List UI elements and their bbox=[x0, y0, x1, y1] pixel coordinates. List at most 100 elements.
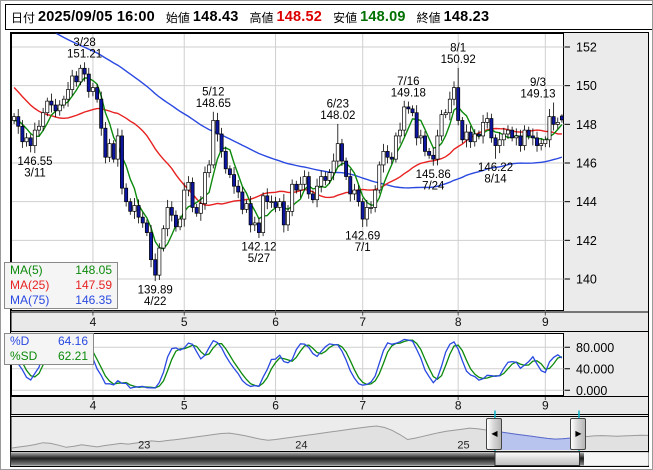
annotation-text: 149.13 bbox=[520, 88, 555, 100]
close-label: 終値 bbox=[416, 10, 441, 25]
close-value: 148.23 bbox=[443, 9, 490, 25]
annotation-text: 145.86 bbox=[416, 169, 451, 181]
candle bbox=[99, 98, 104, 129]
candle bbox=[360, 201, 365, 220]
candle bbox=[136, 205, 141, 218]
candle bbox=[223, 151, 228, 170]
candle bbox=[522, 129, 527, 146]
candle bbox=[194, 207, 199, 214]
candle bbox=[410, 108, 415, 114]
candle bbox=[443, 112, 448, 116]
price-tick-label: 142 bbox=[576, 234, 597, 248]
candle bbox=[232, 174, 236, 187]
high-label: 高値 bbox=[249, 10, 274, 25]
candle bbox=[493, 137, 498, 146]
price-axis-labels: 152 150 148 146 144 142 140 bbox=[564, 41, 597, 287]
annotation-text: 4/22 bbox=[144, 296, 166, 308]
candle bbox=[327, 172, 332, 181]
price-tick-label: 150 bbox=[576, 79, 597, 93]
candle bbox=[489, 118, 494, 139]
stochastic-lines bbox=[13, 338, 563, 389]
candle bbox=[120, 135, 124, 189]
candle bbox=[273, 201, 278, 208]
candle bbox=[286, 210, 290, 226]
month-label: 5 bbox=[181, 399, 188, 413]
scrollbar[interactable] bbox=[11, 451, 584, 466]
month-label: 4 bbox=[90, 399, 97, 413]
candle bbox=[149, 232, 153, 261]
annotation-text: 8/1 bbox=[450, 42, 466, 54]
month-label: 6 bbox=[272, 315, 279, 329]
candle bbox=[340, 143, 344, 162]
candle bbox=[252, 222, 257, 226]
candle bbox=[240, 191, 245, 210]
percent-sd-line bbox=[13, 339, 563, 389]
candle bbox=[559, 115, 564, 121]
month-label: 7 bbox=[359, 315, 366, 329]
candle bbox=[439, 114, 444, 137]
price-tick-label: 146 bbox=[576, 157, 597, 171]
low-value: 148.09 bbox=[360, 9, 406, 25]
month-label: 4 bbox=[90, 315, 97, 329]
candle bbox=[261, 195, 266, 233]
candle bbox=[211, 120, 216, 166]
candle bbox=[82, 67, 87, 75]
candle bbox=[352, 189, 357, 195]
annotation-text: 7/16 bbox=[397, 76, 419, 88]
percent-sd-value: 62.21 bbox=[57, 349, 88, 363]
candle bbox=[24, 137, 29, 143]
annotation-text: 139.89 bbox=[138, 285, 173, 297]
candle bbox=[124, 187, 129, 203]
candle bbox=[12, 116, 17, 121]
annotation-text: 8/14 bbox=[484, 174, 507, 186]
month-label: 7 bbox=[359, 399, 366, 413]
candle bbox=[315, 185, 320, 201]
percent-d-line bbox=[13, 338, 563, 389]
candle bbox=[464, 131, 469, 141]
candle bbox=[530, 135, 535, 139]
candle bbox=[294, 183, 299, 191]
candle bbox=[323, 176, 328, 181]
candle bbox=[543, 139, 548, 145]
year-label: 25 bbox=[457, 440, 469, 452]
price-tick-label: 148 bbox=[576, 118, 597, 132]
candle bbox=[165, 207, 170, 230]
candle bbox=[95, 87, 100, 100]
low-label: 安値 bbox=[333, 10, 358, 25]
candle bbox=[132, 205, 137, 212]
annotation-text: 7/24 bbox=[422, 181, 445, 193]
left-arrow-icon: ◀ bbox=[491, 429, 498, 438]
ma25-value: 147.59 bbox=[75, 278, 112, 292]
annotation-text: 5/12 bbox=[202, 86, 224, 98]
ma5-value: 148.05 bbox=[75, 263, 112, 277]
ma5-legend-row: MA(5) 148.05 bbox=[5, 263, 117, 278]
range-left-arrow-button[interactable]: ◀ bbox=[486, 418, 503, 450]
candle bbox=[369, 207, 373, 209]
month-strip-1 bbox=[10, 311, 649, 332]
candle bbox=[207, 164, 212, 174]
candle bbox=[447, 98, 452, 114]
candle bbox=[178, 218, 183, 228]
candle bbox=[103, 127, 108, 158]
range-right-arrow-button[interactable]: ▶ bbox=[570, 418, 587, 450]
candle bbox=[256, 222, 261, 233]
candle bbox=[78, 67, 83, 83]
candle bbox=[514, 135, 519, 139]
candle bbox=[423, 135, 427, 152]
open-value: 148.43 bbox=[192, 9, 239, 25]
candle bbox=[66, 89, 70, 100]
candle bbox=[290, 183, 295, 212]
ma75-value: 146.35 bbox=[75, 293, 112, 307]
candle bbox=[107, 143, 112, 158]
quote-header: 日付 2025/09/05 16:00 始値 148.43 高値 148.52 … bbox=[5, 4, 652, 30]
price-tick-label: 152 bbox=[576, 41, 597, 55]
percent-sd-row: %SD 62.21 bbox=[5, 349, 93, 364]
candle bbox=[74, 75, 79, 83]
candle bbox=[281, 201, 286, 226]
candle bbox=[406, 106, 411, 110]
candle bbox=[427, 151, 432, 156]
candle bbox=[551, 116, 556, 125]
candle bbox=[219, 133, 224, 152]
candle bbox=[402, 106, 407, 131]
